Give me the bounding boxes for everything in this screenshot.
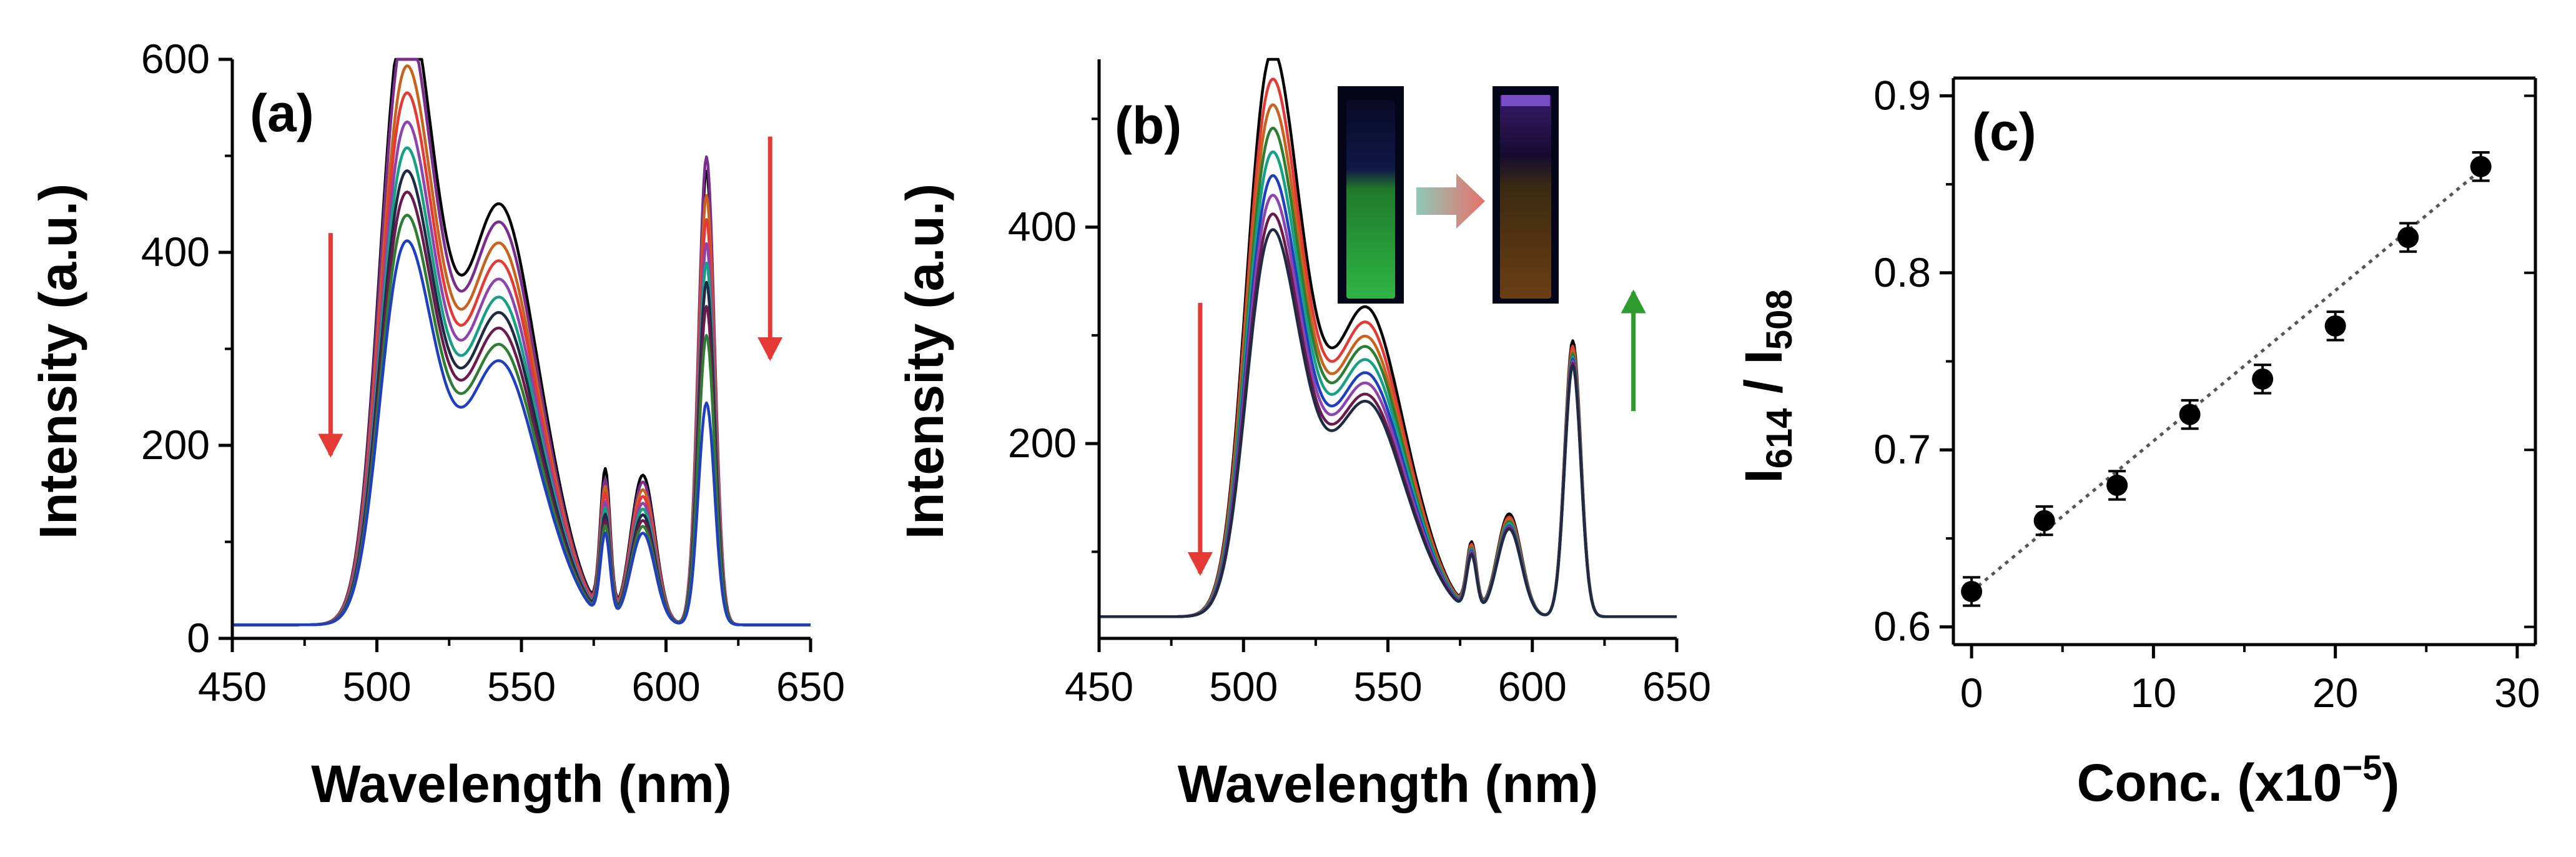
data-point [1961, 580, 1983, 602]
x-tick-label: 20 [2312, 670, 2358, 716]
y-tick-label: 0.9 [1873, 72, 1931, 118]
panel-b-inset-photo [1338, 86, 1559, 304]
x-label-suffix: ) [2382, 753, 2399, 812]
panel-c-axes: 0 10 20 30 0.6 0.7 0.8 0.9 [1873, 72, 2540, 716]
y-label-i: I [1734, 468, 1793, 483]
trend-arrow-head [1621, 289, 1646, 314]
panel-b-curves [1099, 57, 1677, 618]
y-tick-label: 400 [1008, 204, 1077, 250]
panel-b-axes: 450 500 550 600 650 200 400 [1008, 59, 1711, 710]
panel-b-x-axis-label: Wavelength (nm) [1178, 755, 1599, 813]
panel-a: 450 500 550 600 650 0 200 400 600 (a) Wavelength… [29, 36, 845, 813]
panel-c-points [1961, 151, 2492, 607]
panel-a-curves [232, 57, 811, 627]
panel-a-axes: 450 500 550 600 650 0 200 400 600 [141, 36, 845, 710]
data-point [2397, 227, 2419, 249]
y-label-sub2: 508 [1759, 289, 1800, 350]
data-point [2033, 510, 2055, 532]
x-tick-label: 450 [1065, 663, 1133, 710]
x-tick-label: 600 [1498, 663, 1567, 710]
vial-after-solution [1500, 95, 1551, 299]
y-tick-label: 200 [141, 422, 210, 468]
spectrum-series-9 [232, 239, 811, 627]
panel-b-arrows [1187, 289, 1646, 577]
y-tick-label: 0.7 [1873, 426, 1931, 472]
vial-color-change-arrow [1416, 174, 1485, 229]
panel-b: 450 500 550 600 650 200 400 (b) Wavelength (nm… [896, 57, 1711, 813]
trend-arrow-head [758, 337, 783, 361]
data-point [2470, 156, 2492, 177]
data-point [2324, 315, 2346, 337]
panel-b-y-axis-label: Intensity (a.u.) [896, 184, 954, 539]
x-tick-label: 550 [487, 663, 556, 710]
y-tick-label: 200 [1008, 420, 1077, 466]
trend-arrow-head [318, 433, 343, 458]
panel-a-x-axis-label: Wavelength (nm) [311, 755, 732, 813]
data-point [2106, 474, 2128, 496]
x-tick-label: 650 [776, 663, 845, 710]
y-tick-label: 0.6 [1873, 603, 1931, 650]
x-label-main: Conc. (x10 [2077, 753, 2342, 812]
data-point [2179, 404, 2201, 425]
x-tick-label: 30 [2494, 670, 2540, 716]
y-label-sep: / I [1734, 350, 1793, 408]
vial-after-rim [1501, 95, 1550, 106]
y-tick-label: 0 [187, 615, 210, 661]
x-tick-label: 500 [342, 663, 411, 710]
y-label-sub1: 614 [1759, 409, 1800, 469]
panel-a-arrows [318, 136, 783, 458]
data-point [2252, 368, 2274, 390]
vial-before-solution [1346, 100, 1395, 299]
x-tick-label: 600 [631, 663, 700, 710]
panel-a-label: (a) [250, 84, 314, 142]
x-tick-label: 500 [1209, 663, 1278, 710]
panel-c: 0 10 20 30 0.6 0.7 0.8 0.9 (c) Conc. (x10−5) I6… [1734, 72, 2540, 812]
spectrum-series-8 [1099, 228, 1677, 618]
x-tick-label: 10 [2131, 670, 2176, 716]
panel-c-y-axis-label: I614 / I508 [1734, 289, 1800, 483]
x-tick-label: 550 [1353, 663, 1422, 710]
trend-arrow-head [1187, 552, 1213, 577]
y-tick-label: 600 [141, 36, 210, 82]
x-label-exponent: −5 [2342, 748, 2382, 787]
x-tick-label: 650 [1642, 663, 1711, 710]
x-tick-label: 450 [198, 663, 267, 710]
panel-a-y-axis-label: Intensity (a.u.) [29, 184, 87, 539]
panel-b-label: (b) [1115, 96, 1182, 155]
panel-c-x-axis-label: Conc. (x10−5) [2077, 748, 2400, 812]
x-tick-label: 0 [1960, 670, 1983, 716]
y-tick-label: 0.8 [1873, 249, 1931, 295]
panel-c-label: (c) [1972, 102, 2036, 161]
y-tick-label: 400 [141, 229, 210, 275]
